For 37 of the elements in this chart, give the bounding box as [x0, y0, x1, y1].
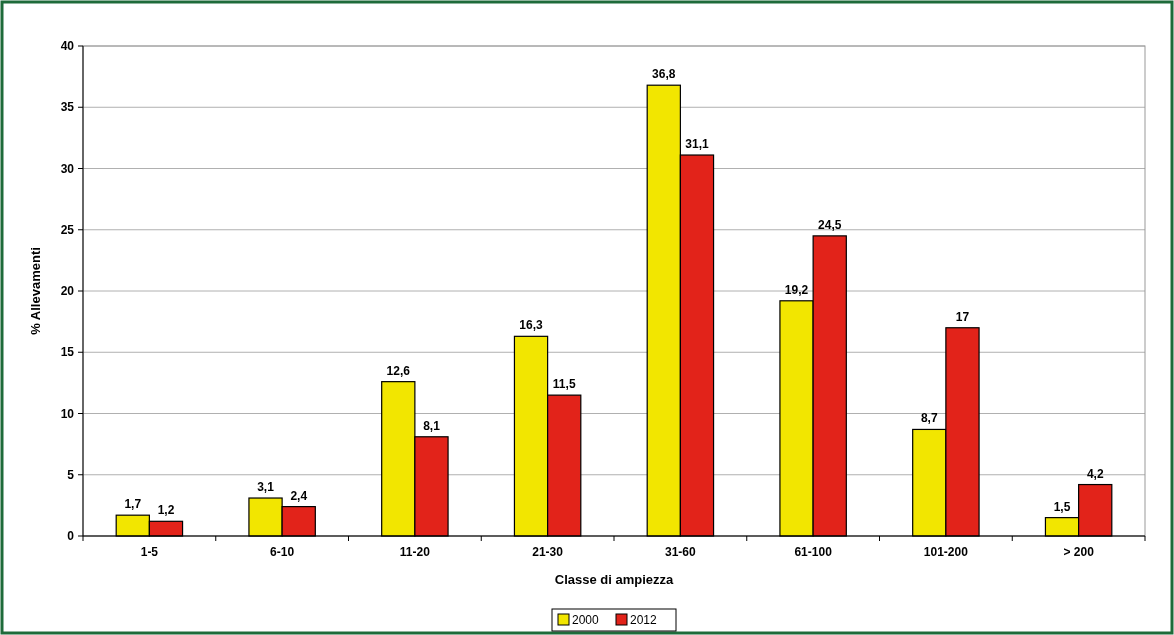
data-label: 4,2 — [1086, 466, 1104, 481]
y-tick-label: 25 — [60, 222, 75, 237]
y-tick-label: 10 — [60, 406, 75, 421]
y-tick-label: 30 — [60, 161, 75, 176]
x-tick-label: 101-200 — [923, 545, 969, 559]
data-label: 1,2 — [157, 503, 175, 518]
y-tick-label: 20 — [60, 284, 75, 299]
x-tick-label: 61-100 — [794, 545, 833, 559]
legend-label: 2000 — [572, 613, 600, 627]
data-label: 17 — [955, 309, 970, 324]
legend-label: 2012 — [630, 613, 658, 627]
data-label: 24,5 — [818, 217, 842, 232]
data-label: 1,5 — [1053, 499, 1071, 514]
y-tick-label: 5 — [67, 467, 75, 482]
x-tick-label: 31-60 — [665, 545, 697, 559]
data-label: 8,1 — [423, 418, 441, 433]
y-tick-label: 15 — [60, 345, 75, 360]
data-label: 8,7 — [920, 411, 938, 426]
x-axis-title: Classe di ampiezza — [554, 572, 675, 587]
data-label: 1,7 — [124, 497, 142, 512]
data-label: 2,4 — [290, 488, 308, 503]
x-tick-label: 21-30 — [532, 545, 564, 559]
y-axis-title: % Allevamenti — [28, 247, 43, 335]
x-tick-label: 1-5 — [140, 545, 159, 559]
y-tick-label: 0 — [67, 529, 75, 544]
data-label: 16,3 — [519, 318, 544, 333]
data-label: 36,8 — [652, 67, 676, 82]
x-tick-label: > 200 — [1063, 545, 1095, 559]
y-tick-label: 35 — [60, 100, 75, 115]
y-tick-label: 40 — [60, 39, 75, 54]
data-label: 31,1 — [685, 137, 709, 152]
data-label: 11,5 — [552, 377, 576, 392]
x-tick-label: 6-10 — [270, 545, 295, 559]
x-tick-label: 11-20 — [399, 545, 431, 559]
data-label: 3,1 — [257, 480, 275, 495]
data-label: 12,6 — [386, 363, 411, 378]
data-label: 19,2 — [784, 282, 809, 297]
